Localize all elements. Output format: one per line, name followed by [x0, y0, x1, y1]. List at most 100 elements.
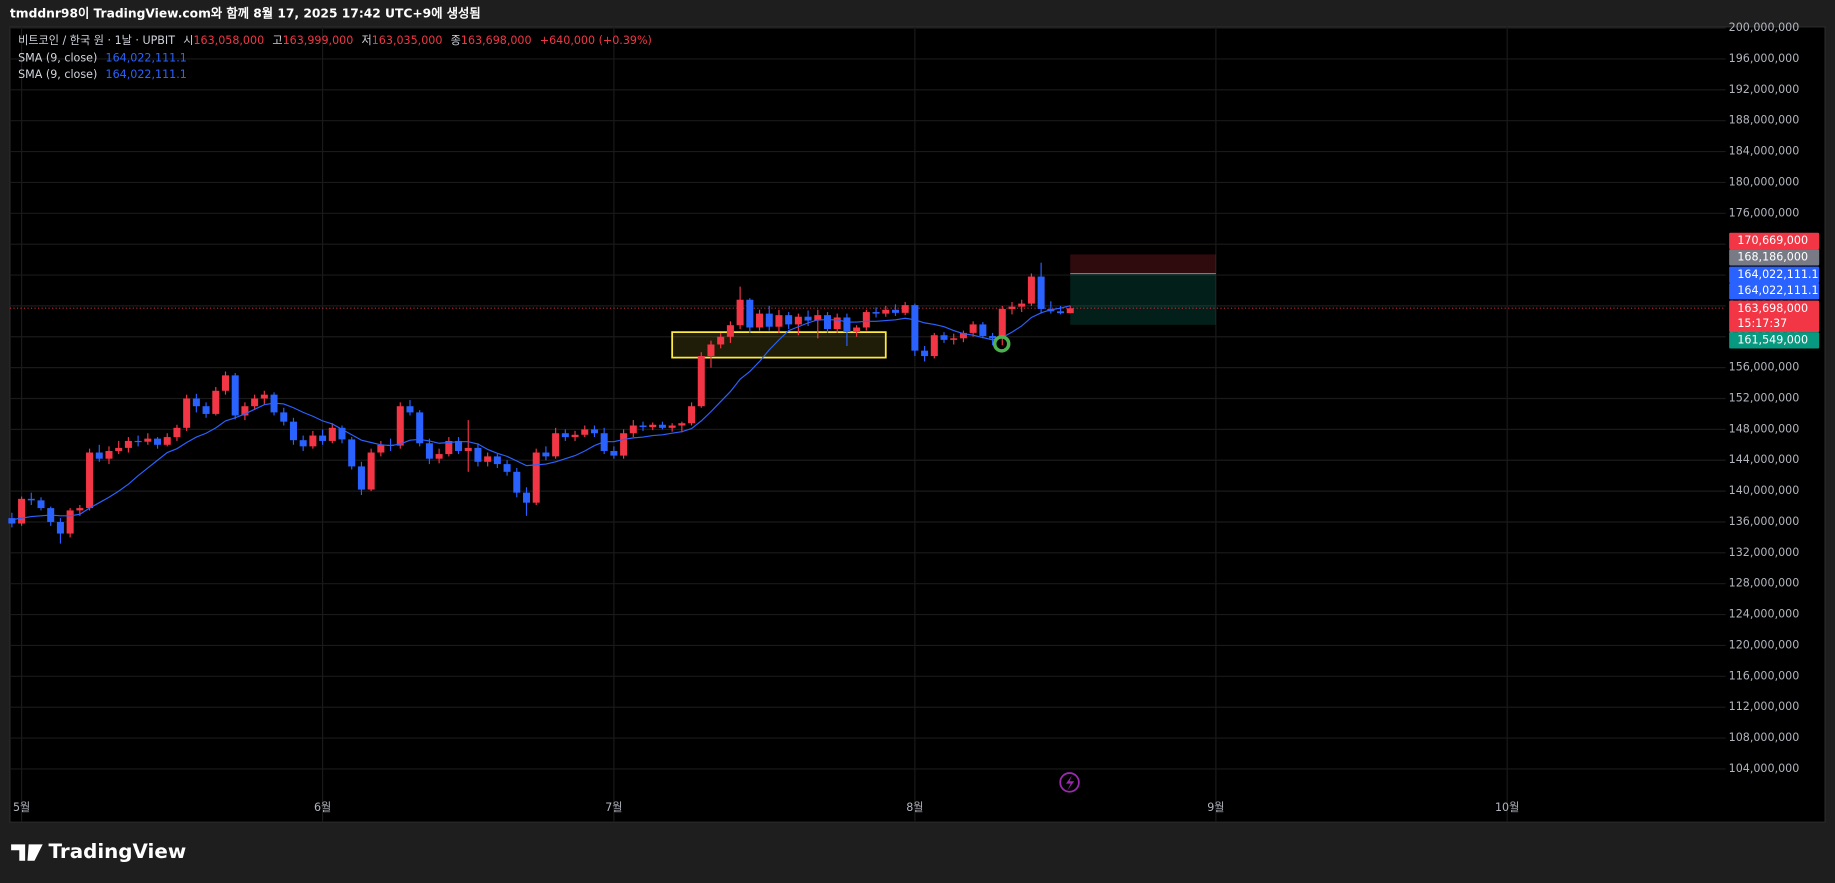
- y-tick-label: 124,000,000: [1729, 608, 1800, 621]
- candle-body: [522, 492, 531, 503]
- indicator-value: 164,022,111.1: [106, 51, 187, 64]
- candle-body: [396, 406, 404, 446]
- price-label-bg: [1729, 249, 1820, 266]
- y-tick-label: 112,000,000: [1729, 700, 1800, 713]
- candle-body: [1027, 276, 1035, 304]
- y-tick-label: 104,000,000: [1729, 762, 1800, 775]
- candle-body: [348, 439, 356, 467]
- candle-body: [804, 316, 812, 321]
- indicator-name: SMA (9, close): [18, 68, 97, 81]
- candle-body: [853, 327, 861, 333]
- price-label: 170,669,000: [1737, 234, 1808, 247]
- candle-body: [697, 356, 705, 407]
- candle-body: [1018, 303, 1026, 307]
- candle-body: [969, 324, 977, 333]
- ohlc-key: 시: [183, 34, 193, 47]
- candle-body: [231, 375, 239, 416]
- candle-body: [115, 447, 123, 451]
- legend-indicator: SMA (9, close) 164,022,111.1: [18, 51, 187, 64]
- candle-body: [940, 335, 948, 340]
- candle-body: [775, 315, 783, 327]
- candle-body: [989, 335, 997, 339]
- candle-body: [901, 305, 909, 313]
- candle-body: [736, 299, 744, 326]
- candle-body: [872, 312, 880, 314]
- target-zone: [1070, 273, 1216, 325]
- change: +640,000 (+0.39%): [540, 34, 652, 47]
- candle-body: [998, 308, 1006, 339]
- candle-body: [814, 315, 822, 321]
- candle-body: [464, 447, 472, 451]
- y-tick-label: 196,000,000: [1729, 52, 1800, 65]
- price-label-bg: [1729, 283, 1820, 300]
- signal-circle: [992, 335, 1011, 353]
- y-tick-label: 180,000,000: [1729, 175, 1800, 188]
- candle-body: [891, 309, 899, 313]
- candle-body: [911, 305, 919, 351]
- candle-body: [416, 412, 424, 444]
- x-tick-label: 8월: [906, 801, 923, 814]
- candle-body: [950, 338, 958, 340]
- y-tick-label: 200,000,000: [1729, 21, 1800, 34]
- indicator-value: 164,022,111.1: [106, 68, 187, 81]
- legend-indicator: SMA (9, close) 164,022,111.1: [18, 68, 187, 81]
- candle-body: [425, 443, 433, 459]
- candle-body: [726, 325, 734, 337]
- candle-body: [37, 500, 45, 509]
- candle-body: [581, 429, 589, 435]
- price-label: 163,698,000: [1737, 302, 1808, 315]
- y-tick-label: 128,000,000: [1729, 577, 1800, 590]
- x-tick-label: 5월: [13, 801, 30, 814]
- y-tick-label: 156,000,000: [1729, 361, 1800, 374]
- y-tick-label: 116,000,000: [1729, 669, 1800, 682]
- price-label: 168,186,000: [1737, 250, 1808, 263]
- candle-body: [707, 344, 715, 357]
- candle-body: [503, 464, 511, 472]
- candle-body: [455, 440, 463, 451]
- ohlc-key: 고: [272, 34, 282, 47]
- candle-body: [474, 447, 482, 462]
- price-label-bg: [1729, 332, 1820, 349]
- candle-body: [183, 398, 191, 428]
- candle-body: [542, 452, 550, 457]
- candle-body: [785, 315, 793, 325]
- brand-name: TradingView: [49, 840, 187, 863]
- candle-body: [192, 398, 200, 407]
- candle-body: [95, 452, 103, 459]
- candle-body: [27, 498, 35, 501]
- candle-body: [823, 315, 832, 330]
- candle-body: [56, 521, 64, 534]
- event-icon[interactable]: [1059, 772, 1080, 793]
- y-tick-label: 108,000,000: [1729, 731, 1800, 744]
- candle-body: [843, 317, 851, 333]
- candle-body: [260, 394, 268, 399]
- candle-body: [882, 309, 890, 314]
- symbol-title: 비트코인 / 한국 원 · 1날 · UPBIT: [18, 34, 175, 47]
- candle-body: [649, 424, 657, 428]
- candle-body: [86, 452, 94, 509]
- sma-line: [11, 305, 1071, 521]
- candle-body: [765, 313, 773, 327]
- price-label-bg: [1729, 300, 1820, 333]
- candle-body: [513, 471, 521, 493]
- candle-body: [338, 427, 346, 440]
- candle-body: [862, 312, 870, 328]
- candle-body: [251, 398, 259, 407]
- candle-body: [979, 324, 987, 336]
- candle-body: [406, 406, 414, 413]
- candle-body: [1037, 276, 1045, 309]
- price-label: 164,022,111.1: [1737, 268, 1818, 281]
- candle-body: [717, 336, 725, 345]
- candle-body: [289, 421, 297, 441]
- y-tick-label: 132,000,000: [1729, 546, 1800, 559]
- indicator-name: SMA (9, close): [18, 51, 97, 64]
- candle-body: [173, 427, 181, 438]
- price-label-bg: [1729, 266, 1820, 284]
- y-tick-label: 144,000,000: [1729, 453, 1800, 466]
- candle-body: [532, 452, 540, 503]
- ohlc-value: 163,035,000: [372, 34, 443, 47]
- candle-body: [571, 434, 579, 438]
- y-tick-label: 184,000,000: [1729, 145, 1800, 158]
- candle-body: [280, 412, 288, 422]
- candle-body: [144, 438, 152, 442]
